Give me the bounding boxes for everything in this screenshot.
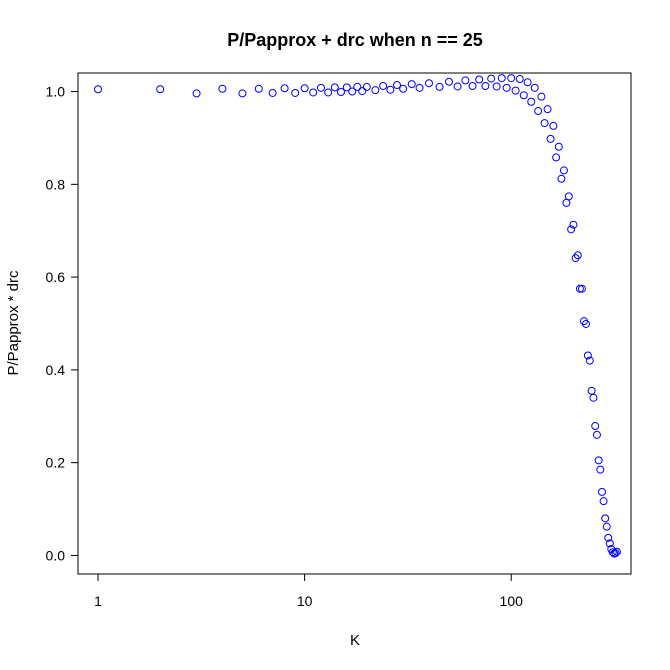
data-point (562, 198, 571, 207)
data-point (481, 81, 490, 90)
data-point (461, 76, 470, 85)
y-tick-label: 0.8 (46, 176, 66, 192)
data-point (585, 356, 594, 365)
data-point (592, 430, 601, 439)
data-point (557, 174, 566, 183)
data-point (492, 82, 501, 91)
data-point (218, 84, 227, 93)
data-point (156, 85, 165, 94)
data-point (569, 220, 578, 229)
data-point (393, 81, 401, 90)
y-tick-label: 0.6 (46, 269, 66, 285)
data-point (348, 87, 357, 96)
y-tick-label: 0.2 (46, 455, 66, 471)
data-point (554, 142, 563, 151)
x-tick-label: 1 (94, 593, 102, 609)
data-point (497, 74, 506, 83)
data-point (309, 88, 318, 97)
data-point (342, 83, 351, 92)
x-tick-label: 10 (297, 593, 313, 609)
data-point (596, 465, 605, 474)
data-point (589, 393, 598, 402)
data-point (316, 83, 325, 92)
y-tick-label: 0.0 (46, 547, 66, 563)
data-point (537, 92, 546, 101)
data-point (379, 81, 388, 90)
data-point (337, 88, 345, 97)
data-point (386, 85, 395, 94)
data-point (487, 74, 496, 83)
x-tick-label: 100 (500, 593, 524, 609)
data-point (543, 105, 552, 114)
data-point (254, 84, 263, 93)
data-point (415, 83, 424, 92)
data-point (519, 91, 528, 100)
data-point (534, 107, 543, 116)
data-point (552, 153, 561, 162)
data-point (575, 284, 584, 293)
data-point (324, 88, 333, 97)
data-point (507, 74, 516, 83)
data-point (587, 386, 596, 395)
data-point (540, 119, 549, 128)
data-point (594, 456, 603, 465)
data-point (445, 77, 454, 86)
data-point (330, 83, 339, 92)
data-point (577, 284, 586, 293)
data-point (268, 88, 277, 97)
y-tick-label: 1.0 (46, 84, 66, 100)
data-point (192, 89, 201, 98)
data-point (358, 87, 367, 96)
data-point (583, 351, 592, 360)
data-point (523, 78, 532, 87)
data-point (601, 514, 610, 523)
data-point (530, 83, 539, 92)
data-point (602, 522, 611, 531)
data-point (581, 319, 590, 328)
data-point (515, 75, 524, 84)
chart-title: P/Papprox + drc when n == 25 (227, 30, 483, 50)
data-point (468, 81, 477, 90)
data-point (611, 549, 620, 558)
data-point (291, 88, 300, 97)
plot-frame (77, 72, 632, 575)
data-point (612, 547, 621, 556)
data-point (573, 251, 582, 260)
data-point (399, 84, 408, 93)
data-point (475, 75, 484, 84)
data-point (559, 166, 568, 175)
x-axis-label: K (350, 632, 360, 649)
data-point (605, 539, 614, 548)
data-points (94, 74, 621, 558)
data-point (94, 85, 103, 94)
data-point (591, 422, 600, 431)
data-point (238, 89, 247, 98)
data-point (564, 192, 573, 201)
data-point (280, 84, 289, 93)
y-tick-label: 0.4 (46, 362, 66, 378)
data-point (453, 82, 462, 91)
data-point (407, 80, 416, 89)
data-point (549, 121, 558, 130)
data-point (425, 79, 433, 88)
data-point (571, 254, 580, 263)
data-point (567, 225, 576, 234)
data-point (511, 86, 520, 95)
data-point (599, 497, 608, 506)
y-axis-label: P/Papprox * drc (5, 270, 22, 376)
data-point (362, 82, 371, 91)
x-axis: 1 10 100 (94, 573, 524, 609)
data-point (300, 84, 309, 93)
y-axis: 0.0 0.2 0.4 0.6 0.8 1.0 (46, 84, 79, 563)
data-point (597, 487, 606, 496)
data-point (502, 83, 511, 92)
data-point (353, 82, 362, 91)
data-point (546, 134, 555, 143)
data-point (604, 533, 613, 542)
data-point (435, 82, 444, 91)
data-point (371, 86, 380, 95)
data-point (527, 97, 536, 106)
